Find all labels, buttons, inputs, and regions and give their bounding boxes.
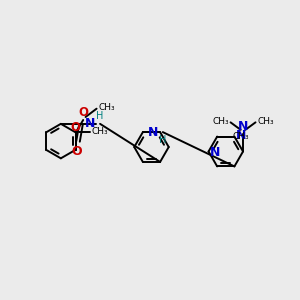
Text: CH₃: CH₃	[232, 132, 249, 141]
Text: N: N	[148, 126, 158, 139]
Text: CH₃: CH₃	[99, 103, 115, 112]
Text: N: N	[236, 130, 247, 142]
Text: CH₃: CH₃	[257, 117, 274, 126]
Text: O: O	[79, 106, 89, 119]
Text: H: H	[97, 111, 104, 121]
Text: CH₃: CH₃	[212, 117, 229, 126]
Text: O: O	[71, 121, 81, 134]
Text: N: N	[238, 120, 248, 133]
Text: N: N	[85, 117, 95, 130]
Text: H: H	[159, 135, 167, 145]
Text: CH₃: CH₃	[92, 128, 108, 136]
Text: O: O	[71, 145, 82, 158]
Text: N: N	[210, 146, 221, 159]
